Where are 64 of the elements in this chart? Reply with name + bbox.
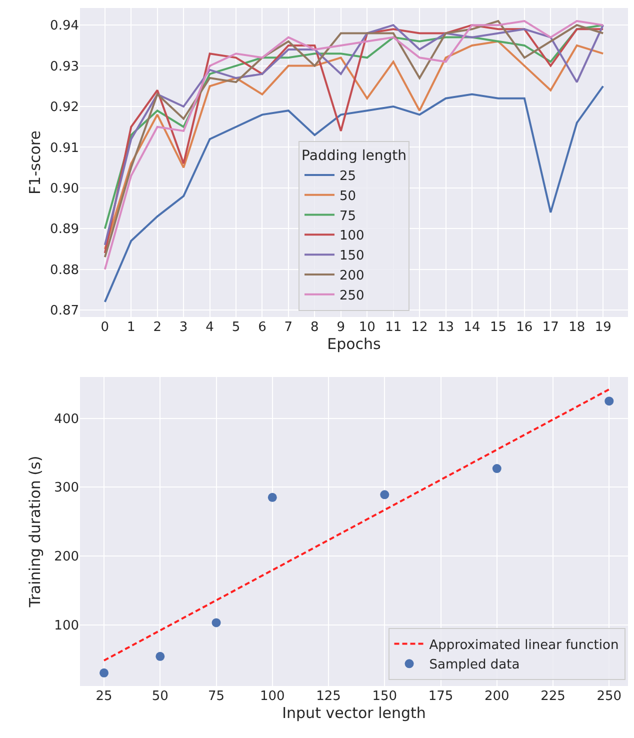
- point: [604, 396, 614, 406]
- legend-label: 250: [340, 288, 364, 304]
- x-tick-label: 2: [153, 320, 162, 335]
- x-tick-label: 200: [484, 689, 510, 704]
- y-tick-label: 200: [54, 549, 79, 564]
- x-tick-label: 7: [284, 320, 293, 335]
- legend-label: 25: [340, 169, 356, 184]
- x-tick-label: 4: [206, 320, 214, 335]
- x-tick-label: 25: [96, 689, 112, 704]
- x-tick-label: 3: [179, 320, 188, 335]
- x-tick-label: 5: [232, 320, 240, 335]
- legend-label: Approximated linear function: [429, 638, 619, 653]
- y-tick-label: 0.88: [50, 262, 79, 278]
- x-tick-label: 11: [385, 320, 402, 335]
- x-tick-label: 8: [310, 320, 319, 335]
- legend-label: 100: [340, 228, 364, 244]
- y-tick-label: 0.89: [50, 222, 79, 238]
- x-tick-label: 125: [316, 689, 341, 704]
- x-axis-title: Epochs: [327, 335, 382, 353]
- point: [156, 652, 165, 661]
- x-tick-label: 9: [336, 320, 346, 335]
- legend-label: 75: [340, 208, 356, 224]
- x-tick-label: 0: [100, 320, 110, 335]
- x-tick-label: 18: [568, 320, 586, 335]
- y-tick-label: 0.93: [50, 59, 79, 74]
- y-tick-label: 100: [54, 618, 79, 634]
- y-tick-label: 0.90: [50, 181, 79, 196]
- y-tick-label: 400: [54, 412, 79, 427]
- x-tick-label: 100: [260, 689, 285, 704]
- x-tick-label: 50: [152, 689, 168, 704]
- point: [380, 490, 390, 500]
- x-tick-label: 225: [540, 689, 566, 704]
- y-tick-label: 0.91: [50, 140, 79, 156]
- legend-label: Sampled data: [429, 658, 520, 673]
- point: [492, 464, 502, 474]
- legend-label: 50: [340, 188, 356, 204]
- y-tick-label: 0.87: [50, 304, 79, 319]
- x-tick-label: 12: [411, 320, 428, 335]
- y-tick-label: 0.92: [50, 100, 79, 116]
- line-series: [104, 85, 604, 303]
- y-tick-label: 0.94: [50, 18, 79, 34]
- x-tick-label: 14: [464, 320, 480, 335]
- x-tick-label: 75: [208, 689, 225, 704]
- x-tick-label: 150: [372, 689, 398, 704]
- x-tick-label: 19: [594, 320, 612, 335]
- x-tick-label: 17: [542, 320, 559, 335]
- x-tick-label: 10: [358, 320, 376, 335]
- x-tick-label: 16: [516, 320, 533, 335]
- point: [268, 492, 277, 502]
- y-tick-label: 300: [54, 480, 79, 496]
- y-axis-title: F1-score: [26, 130, 44, 194]
- x-axis-title: Input vector length: [282, 704, 426, 722]
- x-tick-label: 250: [596, 689, 622, 704]
- point: [100, 668, 109, 678]
- x-tick-label: 175: [428, 689, 454, 704]
- legend-title: Padding length: [302, 148, 406, 164]
- x-tick-label: 6: [258, 320, 266, 335]
- x-tick-label: 15: [490, 320, 506, 335]
- point: [212, 618, 221, 628]
- legend-label: 150: [340, 248, 364, 264]
- x-tick-label: 13: [437, 320, 454, 335]
- legend-label: 200: [340, 268, 364, 284]
- x-tick-label: 1: [126, 320, 136, 335]
- y-axis-title: Training duration (s): [26, 456, 44, 608]
